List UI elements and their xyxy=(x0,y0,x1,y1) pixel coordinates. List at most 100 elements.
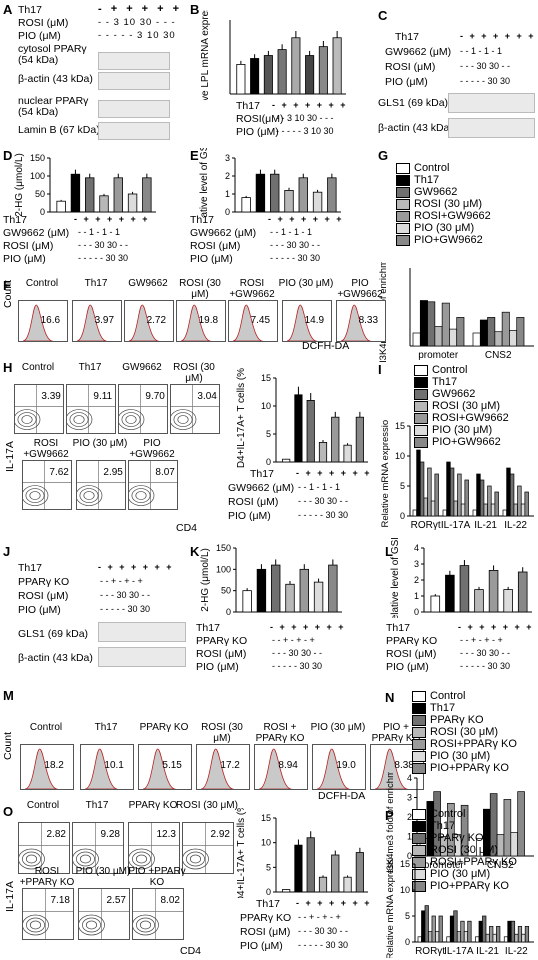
legend-label: PIO+PPARγ KO xyxy=(430,880,509,892)
bar xyxy=(489,793,498,857)
bar xyxy=(355,416,364,463)
o-ylabel: IL-17A xyxy=(4,881,16,912)
bar xyxy=(464,479,469,517)
contour-plot: 7.62 xyxy=(22,460,72,510)
flow-sample-name: Control xyxy=(25,278,59,289)
d-signs-gw9662: - - 1 - 1 - 1 xyxy=(78,227,121,237)
j-row-th17: Th17 xyxy=(18,562,42,574)
chart-p: 0 5 10 15 Relative mRNA expression RORγt IL-17… xyxy=(385,858,534,958)
y-tick-label: 0 xyxy=(405,937,410,947)
bar xyxy=(435,931,440,943)
contour-plot: 8.07 xyxy=(128,460,178,510)
y-tick-label: 3 xyxy=(414,559,419,569)
legend-label: Control xyxy=(430,690,466,702)
contour-ring xyxy=(21,415,33,424)
y-tick-label: 0 xyxy=(226,607,231,617)
panel-label-b: B xyxy=(190,2,200,17)
bar xyxy=(282,458,291,463)
h-row-gw9662: GW9662 (μM) xyxy=(228,482,295,494)
bar xyxy=(503,799,512,857)
contour-sample-name: PIO +PPARγ KO xyxy=(128,866,186,888)
y-tick-label: 5 xyxy=(266,862,271,872)
d-row-pio: PIO (μM) xyxy=(3,253,46,265)
a-signs-th17: - + + + + + xyxy=(98,3,183,15)
contour-plot: 7.18 xyxy=(22,888,74,940)
h-signs-gw9662: - - 1 - 1 - 1 xyxy=(298,482,341,492)
panel-label-l: L xyxy=(385,544,393,559)
legend-label: ROSI+PPARγ KO xyxy=(430,856,517,868)
legend-p: Control Th17 PPARγ KO ROSI (30 μM) ROSI+PPAR… xyxy=(412,808,517,892)
a-blot-label-cytosol: cytosol PPARγ (54 kDa) xyxy=(18,43,87,66)
contour-ring xyxy=(139,920,152,930)
bar xyxy=(332,37,342,95)
e-signs-th17: - + + + + + + xyxy=(268,214,344,224)
legend-item: PIO+GW9662 xyxy=(414,436,509,448)
y-axis-label: CD4+IL-17A+ T cells (%) xyxy=(236,808,247,898)
bar xyxy=(487,485,492,517)
k-row-rosi: ROSI (μM) xyxy=(196,648,247,660)
bar xyxy=(427,301,436,347)
bar xyxy=(488,570,499,613)
c-signs-th17: - + + + + + + xyxy=(460,31,536,41)
bar xyxy=(421,910,426,943)
y-tick-label: 150 xyxy=(216,543,231,553)
legend-swatch xyxy=(396,210,410,222)
a-blot-cytosol xyxy=(98,52,170,70)
bar xyxy=(417,936,422,943)
contour-ring xyxy=(132,851,151,867)
contour-percentage: 2.57 xyxy=(106,895,126,906)
legend-item: GW9662 xyxy=(396,186,491,198)
flow-percentage: 7.45 xyxy=(250,315,271,326)
contour-sample-name: ROSI +GW9662 xyxy=(23,438,69,460)
o-signs-rosi: - - - 30 30 - - xyxy=(298,926,349,936)
k-row-ko: PPARγ KO xyxy=(196,635,248,647)
legend-label: PIO (30 μM) xyxy=(430,750,491,762)
y-tick-label: 4 xyxy=(414,543,419,553)
m-xlabel: DCFH-DA xyxy=(318,790,366,802)
contour-ring xyxy=(121,412,141,427)
bar xyxy=(501,311,510,347)
flow-histogram: 3.97 xyxy=(72,300,122,342)
legend-item: ROSI+PPARγ KO xyxy=(412,856,517,868)
legend-item: ROSI+GW9662 xyxy=(396,210,491,222)
legend-swatch xyxy=(396,174,410,186)
y-tick-label: 15 xyxy=(261,813,271,823)
contour-ring xyxy=(129,485,155,506)
a-blot-label-nuclear: nuclear PPARγ (54 kDa) xyxy=(18,95,89,118)
legend-item: PIO (30 μM) xyxy=(412,750,517,762)
contour-sample-name: Control xyxy=(26,800,60,811)
histogram-curve xyxy=(200,748,234,789)
k-signs-ko: - - + - + - + xyxy=(272,635,315,645)
legend-item: Control xyxy=(412,808,517,820)
y-tick-label: 0 xyxy=(225,207,230,217)
legend-swatch xyxy=(412,726,426,738)
a-blot-label-laminb: Lamin B (67 kDa) xyxy=(18,124,100,136)
legend-swatch xyxy=(412,702,426,714)
x-category-label: IL-22 xyxy=(505,946,528,957)
y-tick-label: 1 xyxy=(414,591,419,601)
bar xyxy=(449,467,455,517)
flow-histogram: 8.94 xyxy=(254,744,308,790)
bar xyxy=(494,491,499,517)
j-blot-label-actin: β-actin (43 kDa) xyxy=(18,652,93,664)
histogram-curve xyxy=(24,748,58,789)
contour-ring xyxy=(135,491,147,500)
o-row-pio: PIO (μM) xyxy=(240,940,283,952)
c-row-rosi: ROSI (μM) xyxy=(385,61,436,73)
y-tick-label: 100 xyxy=(30,171,45,181)
d-row-gw9662: GW9662 (μM) xyxy=(3,227,70,239)
y-tick-label: 5 xyxy=(405,911,410,921)
panel-label-o: O xyxy=(3,804,14,819)
legend-swatch xyxy=(412,714,426,726)
legend-swatch xyxy=(412,880,426,892)
contour-percentage: 8.07 xyxy=(155,466,175,478)
contour-sample-name: PIO (30 μM) xyxy=(72,438,128,449)
contour-ring xyxy=(29,920,42,930)
legend-i: Control Th17 GW9662 ROSI (30 μM) ROSI+GW9662… xyxy=(414,364,509,448)
legend-item: PIO+PPARγ KO xyxy=(412,880,517,892)
y-tick-label: 2 xyxy=(414,575,419,585)
bar xyxy=(509,473,515,517)
legend-item: Control xyxy=(412,690,517,702)
